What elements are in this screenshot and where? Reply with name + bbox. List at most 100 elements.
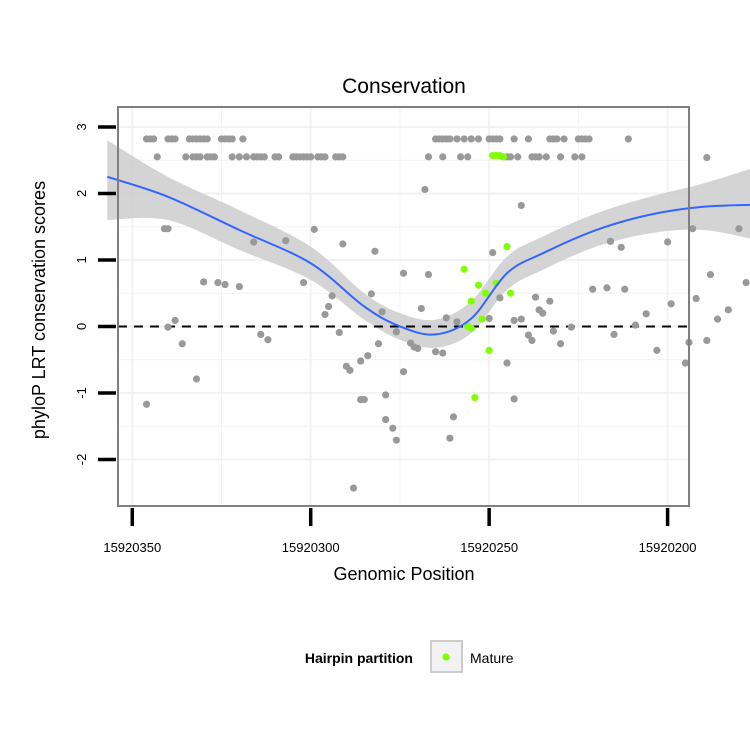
other-point xyxy=(439,153,447,161)
other-point xyxy=(571,153,579,161)
other-point xyxy=(681,359,690,367)
other-point xyxy=(706,270,715,279)
x-axis-title: Genomic Position xyxy=(333,564,474,584)
other-point xyxy=(621,285,629,293)
other-points-layer xyxy=(142,135,750,492)
other-point xyxy=(603,284,611,292)
other-point xyxy=(282,237,290,245)
other-point xyxy=(688,225,697,233)
other-point xyxy=(324,302,333,311)
other-point xyxy=(606,237,615,245)
other-point xyxy=(399,368,408,376)
y-tick-label: -2 xyxy=(74,454,89,466)
other-point xyxy=(624,135,632,143)
other-point xyxy=(735,225,743,233)
other-point xyxy=(182,153,190,161)
confidence-band xyxy=(107,140,750,348)
other-point xyxy=(524,331,533,339)
other-point xyxy=(142,400,151,408)
other-point xyxy=(542,153,550,161)
other-point xyxy=(178,340,186,348)
other-point xyxy=(531,293,540,301)
other-point xyxy=(171,135,179,143)
other-point xyxy=(506,153,515,161)
other-point xyxy=(339,153,347,161)
mature-point xyxy=(467,297,475,305)
other-point xyxy=(399,269,408,277)
other-point xyxy=(578,153,586,161)
other-point xyxy=(374,340,383,348)
other-point xyxy=(200,278,208,286)
other-point xyxy=(453,135,461,143)
legend-title: Hairpin partition xyxy=(305,650,413,666)
other-point xyxy=(460,135,468,143)
other-point xyxy=(663,238,672,246)
other-point xyxy=(382,391,390,399)
other-point xyxy=(703,336,711,345)
other-point xyxy=(321,310,329,319)
mature-point xyxy=(478,315,486,323)
other-point xyxy=(617,243,625,251)
other-point xyxy=(517,201,525,210)
other-point xyxy=(567,323,575,331)
other-point xyxy=(449,413,458,421)
other-point xyxy=(556,340,565,348)
other-point xyxy=(421,185,429,194)
other-point xyxy=(364,352,372,360)
other-point xyxy=(528,336,536,345)
mature-point xyxy=(503,243,511,251)
other-point xyxy=(713,315,722,323)
other-point xyxy=(392,436,400,444)
other-point xyxy=(153,153,161,161)
confidence-band-layer xyxy=(107,140,750,348)
y-tick-label: 1 xyxy=(74,256,89,263)
legend-key-mature xyxy=(442,653,450,661)
other-point xyxy=(485,314,493,323)
other-point xyxy=(382,415,390,424)
other-point xyxy=(514,153,522,161)
other-point xyxy=(414,344,422,352)
other-point xyxy=(539,309,547,317)
other-point xyxy=(274,153,283,161)
plot-grid xyxy=(118,107,689,506)
loess-curve xyxy=(106,175,750,336)
other-point xyxy=(260,153,268,161)
other-point xyxy=(346,366,354,374)
other-point xyxy=(389,424,397,432)
mature-point xyxy=(481,289,490,297)
mature-point xyxy=(499,153,508,161)
other-point xyxy=(474,135,483,143)
mature-point xyxy=(485,346,493,354)
y-tick-label: -1 xyxy=(74,387,89,399)
other-point xyxy=(432,348,440,356)
y-axis: 3 2 1 0 -1 -2 xyxy=(74,123,116,465)
other-point xyxy=(203,135,211,143)
other-point xyxy=(560,135,568,143)
other-point xyxy=(367,290,375,298)
other-point xyxy=(257,330,265,339)
other-point xyxy=(235,153,243,161)
legend-label-mature: Mature xyxy=(470,650,514,666)
legend: Hairpin partition Mature xyxy=(305,640,514,673)
other-point xyxy=(692,294,700,303)
mature-point xyxy=(474,281,483,289)
x-tick-label: 15920200 xyxy=(639,540,697,555)
other-point xyxy=(371,247,379,255)
other-point xyxy=(535,153,543,161)
other-point xyxy=(464,153,472,161)
other-point xyxy=(442,314,450,322)
other-point xyxy=(467,135,475,143)
y-tick-label: 2 xyxy=(74,190,89,197)
other-point xyxy=(214,278,222,287)
other-point xyxy=(510,395,518,403)
other-point xyxy=(164,323,172,331)
mature-point xyxy=(460,265,468,273)
other-point xyxy=(589,285,597,293)
other-point xyxy=(150,135,158,143)
other-point xyxy=(446,135,454,143)
other-point xyxy=(307,153,315,161)
other-point xyxy=(321,153,329,161)
smooth-curve-layer xyxy=(106,175,750,336)
y-axis-title: phyloP LRT conservation scores xyxy=(29,181,49,439)
